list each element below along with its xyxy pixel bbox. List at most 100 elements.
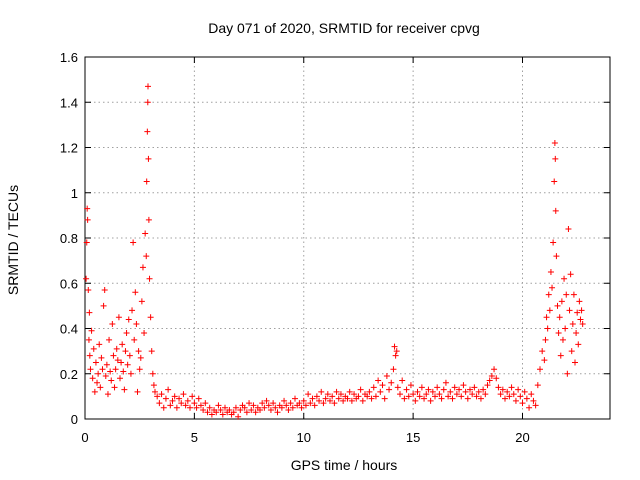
data-point xyxy=(464,395,471,402)
data-point xyxy=(257,406,263,413)
data-point xyxy=(562,325,569,332)
data-point xyxy=(368,395,375,402)
data-point xyxy=(532,402,539,409)
data-point xyxy=(418,384,425,391)
data-point xyxy=(572,359,578,366)
data-point xyxy=(165,386,172,393)
data-point xyxy=(559,336,566,343)
data-point xyxy=(329,393,336,400)
data-point xyxy=(375,377,382,384)
y-tick-label: 0.2 xyxy=(60,367,78,382)
data-point xyxy=(551,139,558,146)
data-point xyxy=(90,345,97,352)
data-point xyxy=(370,384,377,391)
data-point xyxy=(545,291,552,298)
data-point xyxy=(521,388,528,395)
data-point xyxy=(512,397,519,404)
data-point xyxy=(542,336,549,343)
data-point xyxy=(462,388,469,395)
data-point xyxy=(340,397,347,404)
data-point xyxy=(83,275,90,282)
data-point xyxy=(180,391,187,398)
data-point xyxy=(364,393,371,400)
data-point xyxy=(274,409,281,416)
axis-ticks: 0 0.2 0.4 0.6 0.8 1 1.2 1.4 1.6 0 5 10 15 20 xyxy=(60,50,610,445)
data-point xyxy=(124,361,131,368)
data-point xyxy=(84,216,91,223)
data-point xyxy=(145,155,152,162)
data-point xyxy=(149,370,156,377)
data-point xyxy=(555,330,562,337)
data-point xyxy=(515,386,522,393)
data-point xyxy=(117,375,123,382)
data-point xyxy=(184,397,191,404)
data-point xyxy=(222,404,228,411)
data-point xyxy=(107,368,114,375)
data-point xyxy=(482,391,489,398)
data-point xyxy=(287,400,294,407)
data-point xyxy=(564,370,571,377)
data-point xyxy=(131,336,138,343)
data-point xyxy=(148,348,155,355)
data-point xyxy=(445,393,452,400)
data-point xyxy=(557,352,564,359)
data-point xyxy=(394,384,401,391)
data-point xyxy=(544,325,551,332)
data-point xyxy=(475,388,482,395)
data-point xyxy=(200,406,207,413)
y-tick-label: 1.4 xyxy=(60,95,78,110)
data-point xyxy=(235,413,242,420)
data-point xyxy=(152,388,158,395)
data-point xyxy=(171,393,178,400)
data-point xyxy=(499,386,506,393)
data-point xyxy=(381,395,388,402)
data-point xyxy=(85,336,92,343)
data-point xyxy=(136,366,143,373)
data-point xyxy=(146,275,153,282)
data-point xyxy=(449,395,456,402)
data-point xyxy=(121,386,128,393)
data-point xyxy=(250,402,257,409)
data-point xyxy=(127,370,134,377)
y-tick-label: 0 xyxy=(71,412,78,427)
data-point xyxy=(197,402,204,409)
data-point xyxy=(232,404,239,411)
data-point xyxy=(565,225,572,232)
data-point xyxy=(108,377,115,384)
data-point xyxy=(383,373,390,380)
data-point xyxy=(119,341,126,348)
data-point xyxy=(267,406,274,413)
data-point xyxy=(129,307,136,314)
data-point xyxy=(91,388,98,395)
data-point xyxy=(407,382,414,389)
data-point xyxy=(399,377,406,384)
data-point xyxy=(285,406,292,413)
data-point xyxy=(357,386,364,393)
data-point xyxy=(138,298,145,305)
data-point xyxy=(115,314,122,321)
data-point xyxy=(553,253,560,260)
x-tick-label: 15 xyxy=(406,430,420,445)
data-point xyxy=(530,397,537,404)
y-tick-label: 0.4 xyxy=(60,322,78,337)
data-point xyxy=(423,391,430,398)
data-point xyxy=(125,316,132,323)
data-point xyxy=(477,395,484,402)
data-point xyxy=(566,307,573,314)
y-tick-label: 0.6 xyxy=(60,276,78,291)
data-point xyxy=(230,409,237,416)
data-point xyxy=(130,239,137,246)
data-point xyxy=(106,336,113,343)
data-point xyxy=(145,216,152,223)
data-point xyxy=(305,391,312,398)
data-point xyxy=(208,411,215,418)
data-point xyxy=(552,155,559,162)
data-point xyxy=(272,404,279,411)
data-point xyxy=(120,368,127,375)
data-point xyxy=(480,386,487,393)
data-point xyxy=(182,402,189,409)
data-point xyxy=(575,341,582,348)
data-point xyxy=(246,400,253,407)
data-point xyxy=(432,393,438,400)
data-point xyxy=(556,314,563,321)
